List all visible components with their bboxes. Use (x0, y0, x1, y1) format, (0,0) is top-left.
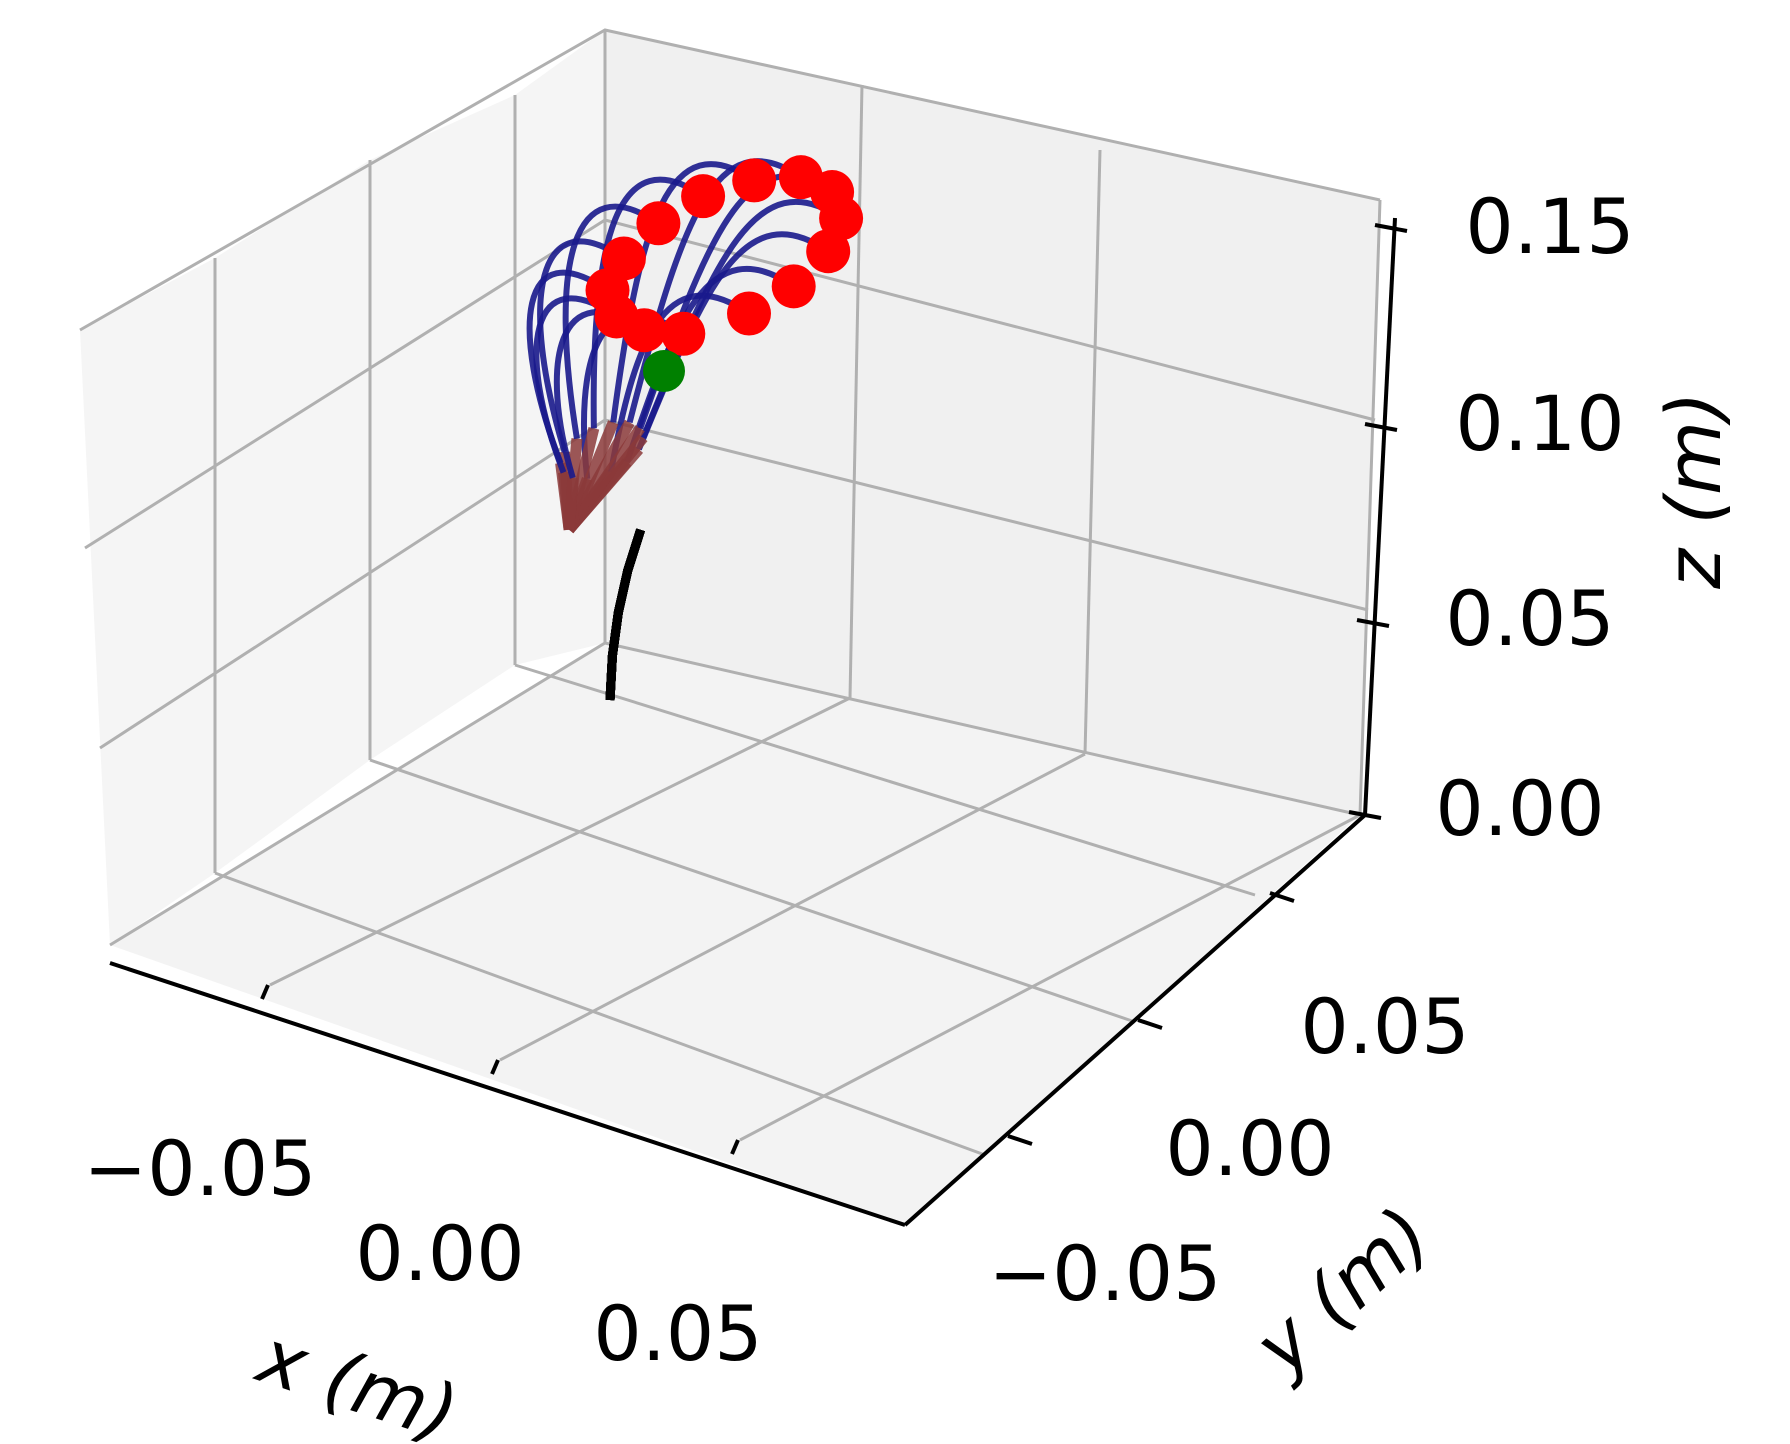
z-tick-label: 0.05 (1445, 574, 1614, 663)
grid-line (214, 871, 986, 1157)
back-left-pane-2 (370, 95, 515, 760)
top-segment-line (590, 176, 705, 429)
grid-line (79, 28, 1381, 332)
y-tick-label: 0.00 (1165, 1104, 1334, 1193)
tip-marker (636, 201, 681, 246)
x-tick (730, 1139, 740, 1155)
y-tick (1269, 891, 1295, 903)
tip-marker (806, 229, 851, 274)
tick-marks (260, 223, 1408, 1155)
tip-marker (727, 291, 771, 336)
grid-line (99, 418, 1369, 750)
top-segment-line (533, 295, 619, 474)
y-tick-label: 0.05 (1300, 982, 1469, 1071)
grid-line (499, 752, 1086, 1062)
tip-marker (778, 155, 823, 200)
x-tick-label: −0.05 (84, 1124, 317, 1213)
tip-marker (622, 308, 667, 353)
y-axis-title: y (m) (1236, 1189, 1448, 1392)
tick-labels: −0.05 0.00 0.05 −0.05 0.00 0.05 0.00 0.05 0.10 0.… (84, 182, 1635, 1378)
tip-marker (771, 264, 816, 309)
base-segment-line (605, 528, 645, 701)
axes (109, 217, 1397, 1227)
x-axis-line (109, 961, 906, 1227)
z-tick-label: 0.15 (1465, 182, 1634, 271)
z-tick (1348, 810, 1382, 820)
grid-line (109, 641, 1361, 947)
grid-lines (79, 28, 1382, 1157)
x-tick (260, 984, 270, 1000)
grid-line (848, 84, 864, 699)
grid-line (369, 758, 1136, 1024)
target-marker (643, 350, 685, 392)
grid-line (514, 663, 1256, 897)
y-tick (1007, 1134, 1033, 1146)
z-tick (1374, 223, 1408, 233)
left-pane (80, 258, 215, 945)
tip-marker (661, 311, 706, 356)
z-tick (1356, 618, 1390, 628)
grid-line (84, 218, 1376, 550)
grid-line (739, 813, 1361, 1142)
x-axis-title: x (m) (246, 1311, 468, 1444)
grid-line (1083, 149, 1102, 755)
tip-marker (681, 174, 726, 219)
middle-segment-line (563, 477, 579, 531)
tip-marker (732, 158, 777, 203)
z-tick (1364, 422, 1398, 432)
z-tick-label: 0.00 (1435, 764, 1604, 853)
y-tick-label: −0.05 (989, 1229, 1222, 1318)
z-tick-label: 0.10 (1455, 379, 1624, 468)
y-axis-line (903, 813, 1367, 1227)
z-axis-title: z (m) (1649, 391, 1738, 589)
x-tick-label: 0.00 (355, 1209, 524, 1298)
x-tick (490, 1059, 500, 1075)
back-right-pane (605, 30, 1380, 815)
z-axis-line (1363, 217, 1397, 816)
grid-line (269, 696, 851, 987)
grid-line (1358, 199, 1382, 816)
markers (585, 155, 864, 392)
axis-panes (80, 30, 1380, 1225)
y-tick (1137, 1018, 1163, 1030)
floor-pane (110, 643, 1360, 1225)
x-tick-label: 0.05 (593, 1289, 762, 1378)
back-left-pane (215, 160, 370, 873)
